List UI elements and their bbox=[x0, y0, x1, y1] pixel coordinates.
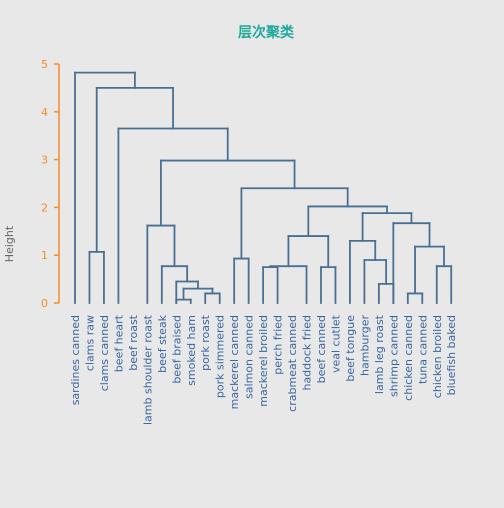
y-axis: 0 1 2 3 4 5 bbox=[41, 58, 60, 310]
leaf-label: beef steak bbox=[156, 314, 169, 372]
leaf-label: bluefish baked bbox=[445, 315, 458, 395]
leaf-label: pork simmered bbox=[214, 315, 227, 398]
y-tick-label: 5 bbox=[41, 58, 48, 71]
leaf-label: beef heart bbox=[112, 314, 125, 372]
leaf-labels: sardines canned clams raw clams canned beef… bbox=[69, 314, 458, 425]
y-tick-label: 1 bbox=[41, 249, 48, 262]
leaf-label: beef braised bbox=[170, 315, 183, 384]
leaf-label: mackerel canned bbox=[228, 315, 241, 409]
leaf-label: shrimp canned bbox=[387, 315, 400, 397]
leaf-label: clams canned bbox=[98, 315, 111, 391]
leaf-label: tuna canned bbox=[416, 315, 429, 384]
leaf-label: beef roast bbox=[127, 314, 140, 370]
y-tick-label: 4 bbox=[41, 106, 48, 119]
leaf-label: veal cutlet bbox=[329, 314, 342, 373]
leaf-label: beef canned bbox=[315, 315, 328, 383]
leaf-label: sardines canned bbox=[69, 315, 82, 405]
leaf-label: lamb leg roast bbox=[373, 314, 386, 394]
leaf-label: haddock fried bbox=[301, 315, 314, 391]
leaf-label: beef tongue bbox=[344, 315, 357, 382]
leaf-label: clams raw bbox=[83, 315, 96, 371]
leaf-label: hamburger bbox=[358, 315, 371, 376]
y-tick-label: 2 bbox=[41, 201, 48, 214]
y-tick-label: 3 bbox=[41, 154, 48, 167]
leaf-label: lamb shoulder roast bbox=[141, 314, 154, 425]
dendrogram-links bbox=[74, 71, 453, 304]
leaf-label: salmon canned bbox=[243, 315, 256, 399]
leaf-label: chicken canned bbox=[402, 315, 415, 401]
leaf-label: perch fried bbox=[272, 315, 285, 375]
leaf-label: mackerel broiled bbox=[257, 315, 270, 407]
leaf-label: pork roast bbox=[199, 314, 212, 371]
leaf-label: chicken broiled bbox=[431, 315, 444, 398]
y-axis-label: Height bbox=[3, 225, 16, 262]
chart-title: 层次聚类 bbox=[238, 24, 295, 41]
leaf-label: crabmeat canned bbox=[286, 315, 299, 412]
y-tick-label: 0 bbox=[41, 297, 48, 310]
leaf-label: smoked ham bbox=[185, 315, 198, 386]
